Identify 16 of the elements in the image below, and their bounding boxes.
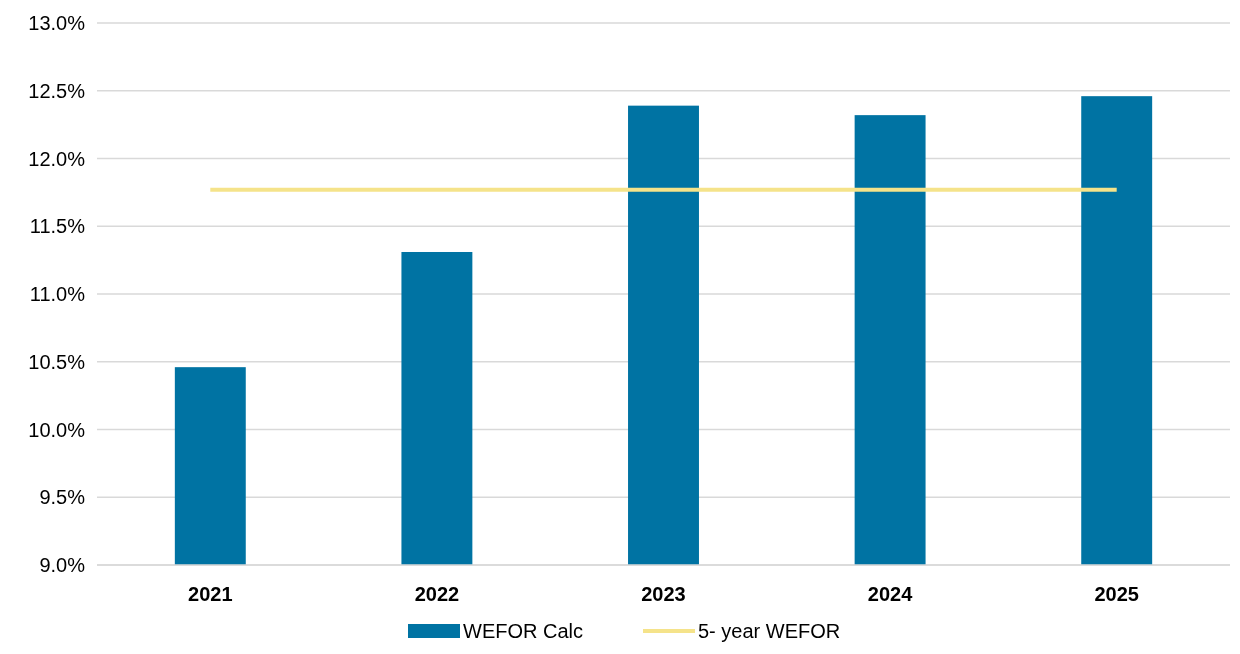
x-tick-label: 2021: [188, 583, 233, 605]
y-tick-label: 12.5%: [28, 79, 86, 102]
y-tick-label: 9.0%: [39, 554, 86, 576]
y-tick-label: 12.0%: [28, 147, 86, 170]
y-tick-label: 10.0%: [28, 418, 86, 441]
y-tick-label: 9.5%: [39, 486, 86, 509]
y-tick-label: 11.5%: [29, 215, 86, 238]
legend-label: 5- year WEFOR: [698, 620, 841, 642]
y-tick-label: 13.0%: [28, 12, 86, 34]
y-tick-label: 10.5%: [28, 350, 86, 373]
x-tick-label: 2022: [414, 583, 460, 605]
legend-label: WEFOR Calc: [463, 620, 583, 642]
x-tick-label: 2023: [641, 583, 686, 605]
x-tick-label: 2024: [867, 583, 914, 605]
x-tick-label: 2025: [1094, 583, 1139, 605]
y-tick-label: 11.0%: [29, 283, 86, 305]
